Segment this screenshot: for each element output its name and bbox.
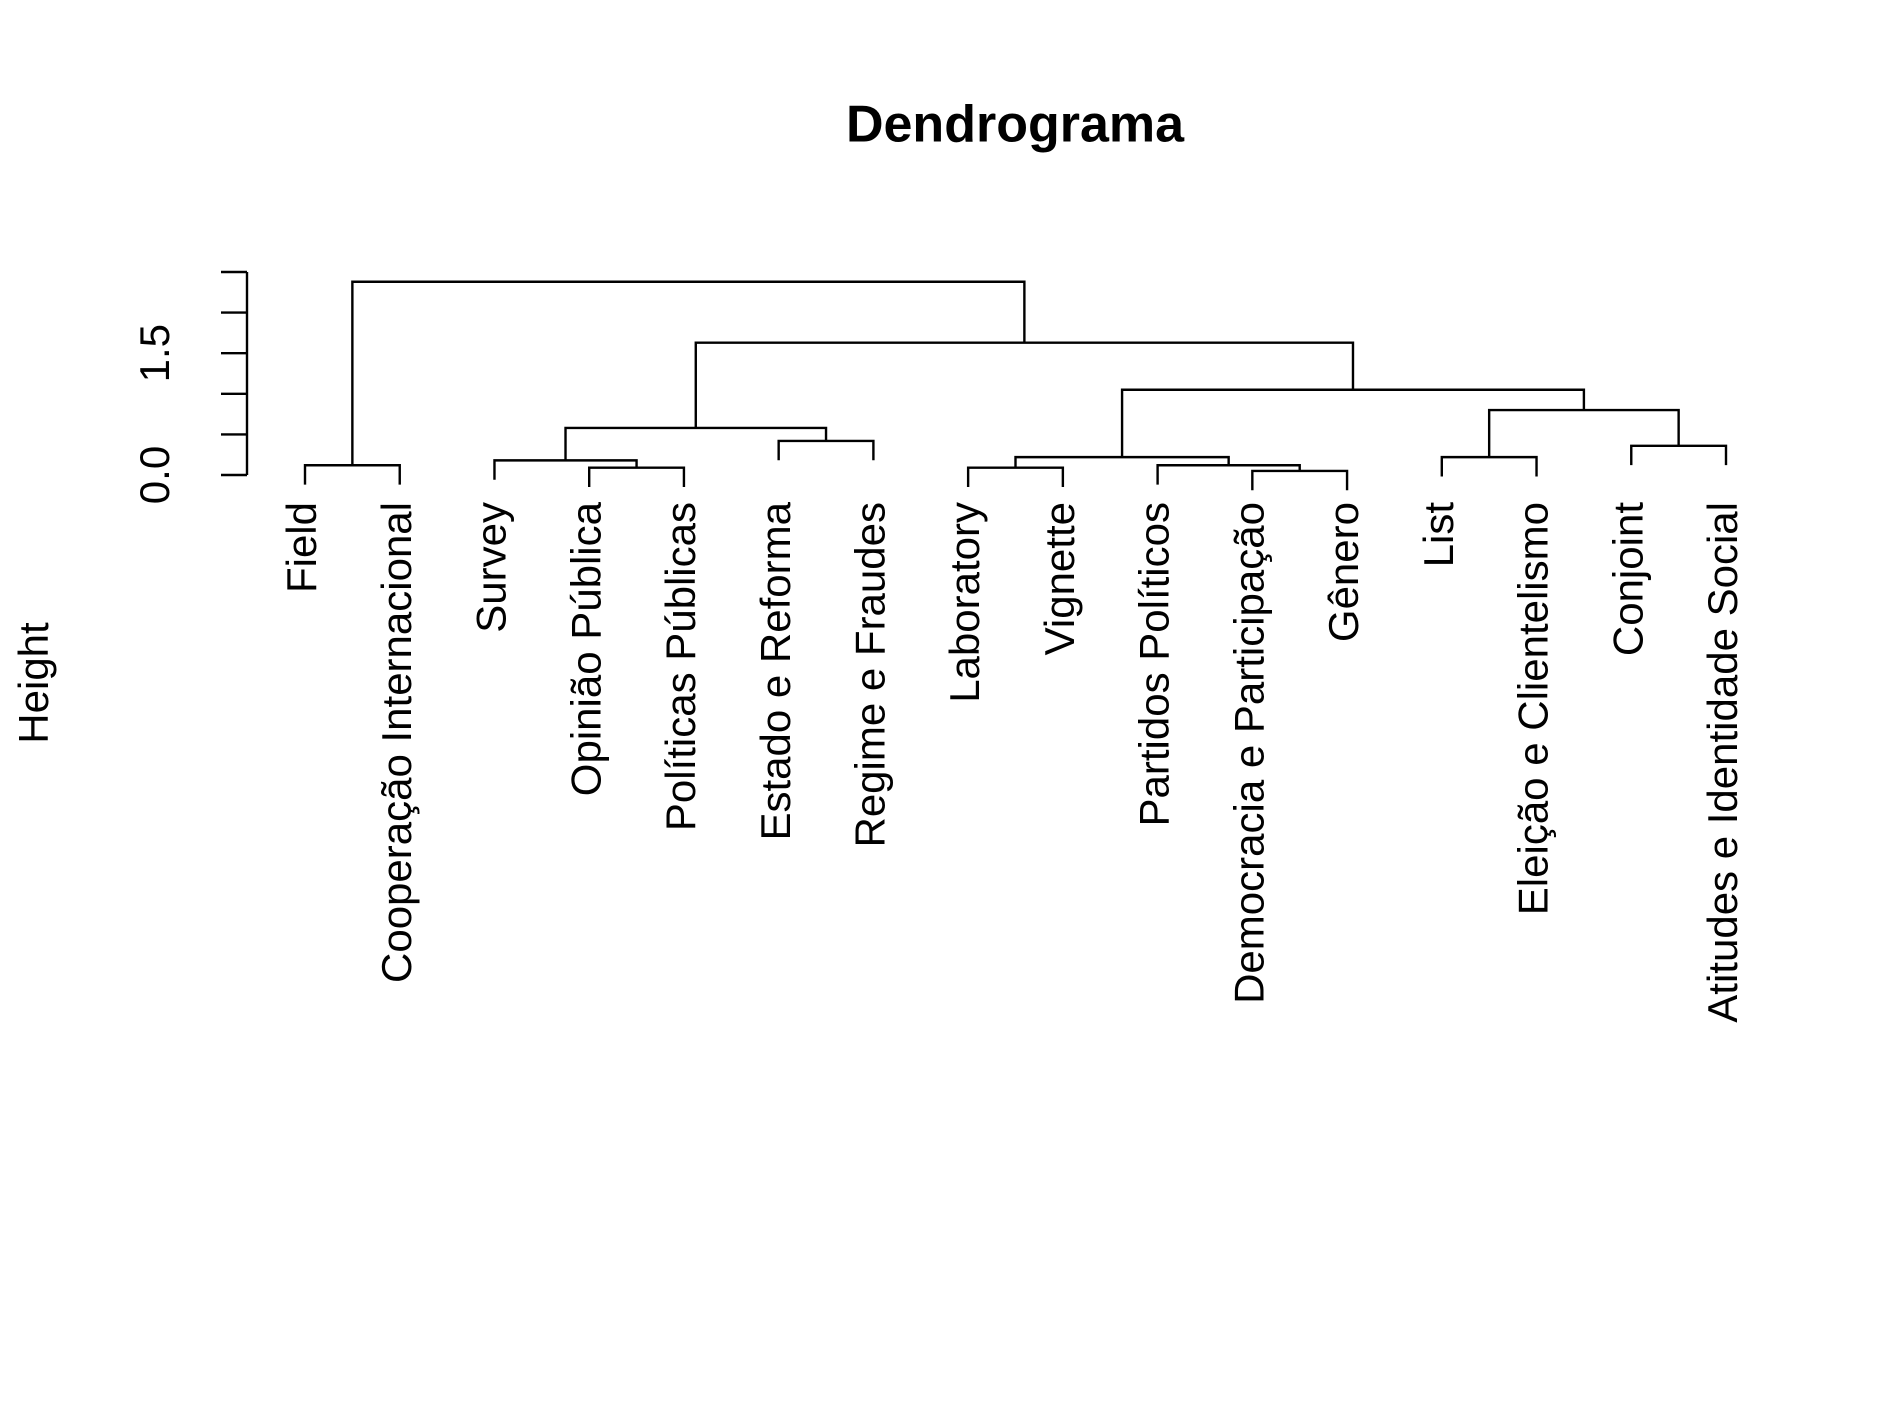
- y-tick-label: 0.0: [131, 446, 178, 504]
- dendrogram-link: [351, 280, 1026, 466]
- chart-title: Dendrograma: [846, 96, 1185, 154]
- dendrogram-link: [1120, 388, 1586, 458]
- dendrogram-link: [1630, 444, 1728, 466]
- dendrogram-link: [564, 426, 828, 461]
- leaf-label: Partidos Políticos: [1131, 502, 1178, 826]
- leaf-label: Field: [278, 502, 325, 593]
- leaf-label: Survey: [468, 502, 515, 633]
- leaf-label: Democracia e Participação: [1225, 502, 1272, 1004]
- leaf-label: List: [1415, 502, 1462, 568]
- dendrogram-link: [1156, 464, 1301, 485]
- leaf-label: Atitudes e Identidade Social: [1699, 502, 1746, 1023]
- dendrogram-link: [493, 459, 638, 480]
- leaf-label: Gênero: [1320, 502, 1367, 642]
- y-axis-label: Height: [10, 622, 57, 744]
- dendrogram-link: [1487, 408, 1680, 458]
- leaf-label: Opinião Pública: [562, 501, 609, 796]
- y-tick-label: 1.5: [131, 324, 178, 382]
- leaf-label: Conjoint: [1604, 502, 1651, 656]
- leaf-label: Eleição e Clientelismo: [1510, 502, 1557, 915]
- leaf-label: Cooperação Internacional: [373, 502, 420, 983]
- leaf-label: Estado e Reforma: [752, 501, 799, 840]
- dendrogram-link: [966, 466, 1065, 488]
- leaf-label: Vignette: [1036, 502, 1083, 655]
- dendrogram-link: [588, 466, 686, 488]
- leaf-label: Regime e Fraudes: [846, 502, 893, 848]
- dendrogram-link: [694, 341, 1355, 428]
- dendrogram-link: [777, 439, 875, 461]
- dendrogram-link: [1251, 469, 1349, 491]
- dendrogram-link: [1440, 455, 1538, 477]
- leaf-label: Laboratory: [941, 502, 988, 703]
- dendrogram-link: [303, 464, 401, 485]
- leaf-label: Políticas Públicas: [657, 502, 704, 831]
